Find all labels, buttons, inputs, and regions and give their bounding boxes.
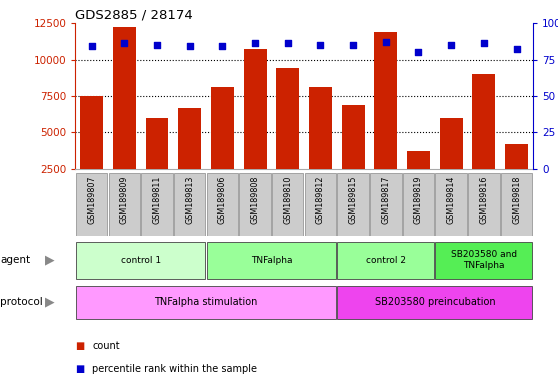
Bar (501, 173, 532, 236)
Bar (374, 32, 397, 205)
Bar (178, 108, 201, 205)
Text: ■: ■ (75, 364, 85, 374)
Text: GSM189818: GSM189818 (512, 176, 521, 224)
Bar (309, 87, 332, 205)
Point (283, 40, 292, 46)
Text: count: count (92, 341, 120, 351)
Text: GDS2885 / 28174: GDS2885 / 28174 (75, 9, 193, 22)
Bar (141, 173, 173, 236)
Bar (305, 173, 336, 236)
Bar (109, 173, 140, 236)
Bar (338, 173, 369, 236)
Bar (76, 173, 107, 236)
Bar (370, 173, 402, 236)
Bar (440, 118, 463, 205)
Text: GSM189812: GSM189812 (316, 176, 325, 225)
Bar (76, 242, 205, 279)
Bar (272, 173, 304, 236)
Text: GSM189819: GSM189819 (414, 176, 423, 225)
Bar (244, 49, 267, 205)
Text: GSM189814: GSM189814 (447, 176, 456, 224)
Bar (468, 173, 499, 236)
Text: GSM189808: GSM189808 (251, 176, 259, 224)
Bar (206, 242, 336, 279)
Point (414, 49, 423, 55)
Bar (338, 286, 532, 319)
Bar (435, 173, 467, 236)
Point (218, 43, 227, 50)
Text: ■: ■ (75, 341, 85, 351)
Text: control 1: control 1 (121, 256, 161, 265)
Bar (338, 242, 434, 279)
Point (87, 43, 96, 50)
Point (349, 42, 358, 48)
Bar (211, 87, 234, 205)
Text: GSM189809: GSM189809 (120, 176, 129, 225)
Bar (76, 286, 336, 319)
Text: GSM189815: GSM189815 (349, 176, 358, 225)
Text: ▶: ▶ (45, 254, 55, 266)
Bar (403, 173, 434, 236)
Text: GSM189807: GSM189807 (87, 176, 96, 225)
Bar (174, 173, 205, 236)
Text: GSM189816: GSM189816 (479, 176, 488, 224)
Point (152, 42, 161, 48)
Text: agent: agent (0, 255, 30, 265)
Bar (206, 173, 238, 236)
Text: GSM189817: GSM189817 (381, 176, 390, 225)
Text: GSM189810: GSM189810 (283, 176, 292, 224)
Bar (80, 96, 103, 205)
Point (381, 39, 390, 45)
Bar (473, 74, 496, 205)
Bar (341, 105, 364, 205)
Bar (239, 173, 271, 236)
Text: protocol: protocol (0, 297, 43, 308)
Point (316, 42, 325, 48)
Text: TNFalpha: TNFalpha (251, 256, 292, 265)
Text: percentile rank within the sample: percentile rank within the sample (92, 364, 257, 374)
Text: SB203580 and
TNFalpha: SB203580 and TNFalpha (451, 250, 517, 270)
Bar (113, 27, 136, 205)
Bar (435, 242, 532, 279)
Point (512, 46, 521, 52)
Point (120, 40, 129, 46)
Bar (146, 118, 169, 205)
Point (251, 40, 259, 46)
Text: GSM189813: GSM189813 (185, 176, 194, 224)
Text: TNFalpha stimulation: TNFalpha stimulation (155, 297, 258, 308)
Point (447, 42, 456, 48)
Text: SB203580 preincubation: SB203580 preincubation (374, 297, 495, 308)
Text: control 2: control 2 (366, 256, 406, 265)
Point (185, 43, 194, 50)
Text: GSM189811: GSM189811 (152, 176, 161, 224)
Text: GSM189806: GSM189806 (218, 176, 227, 224)
Point (479, 40, 488, 46)
Bar (407, 151, 430, 205)
Bar (276, 68, 299, 205)
Text: ▶: ▶ (45, 296, 55, 309)
Bar (505, 144, 528, 205)
